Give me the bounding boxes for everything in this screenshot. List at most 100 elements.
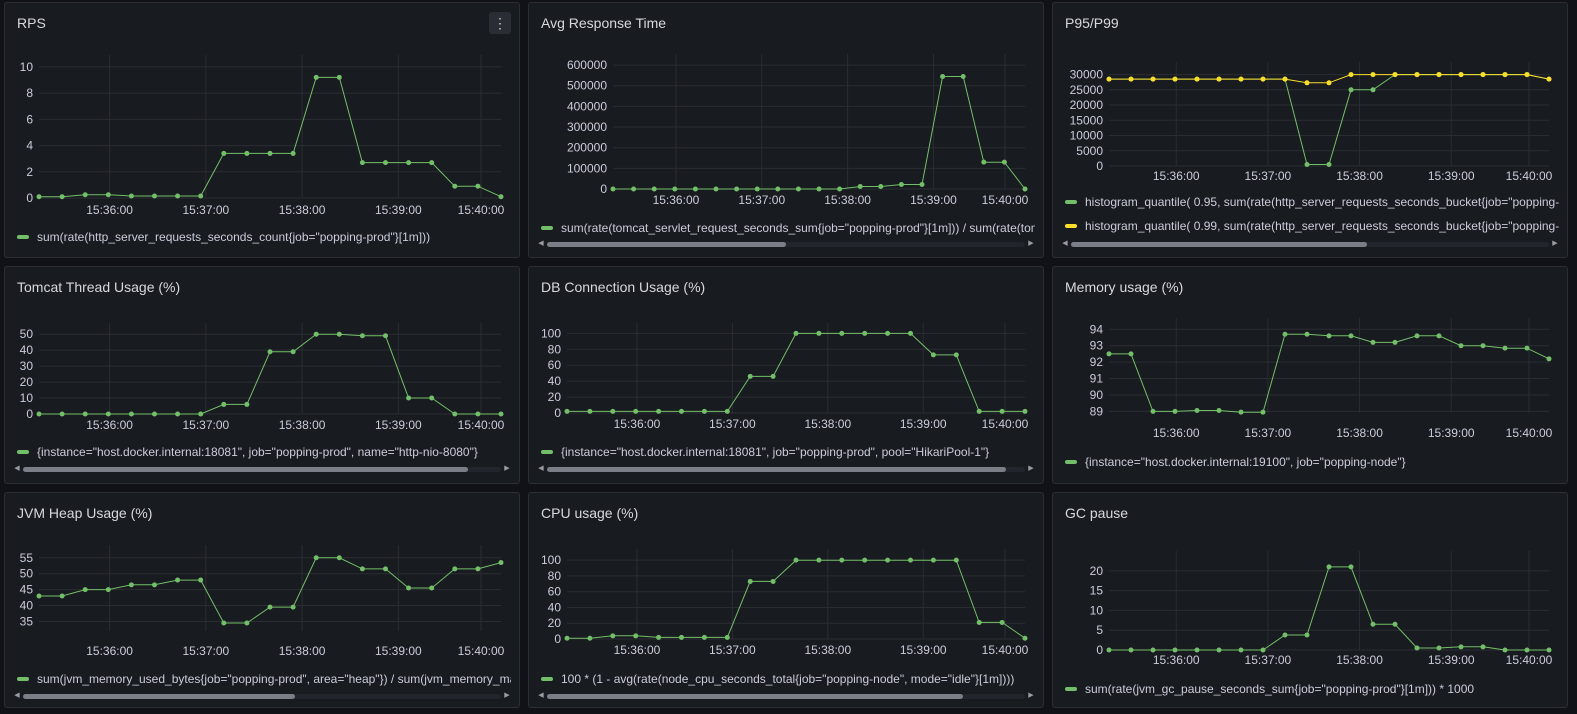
y-tick-label: 60 (548, 585, 562, 599)
legend-item[interactable]: sum(rate(http_server_requests_seconds_co… (17, 229, 511, 245)
y-tick-label: 5 (1096, 623, 1103, 637)
data-point (498, 194, 504, 200)
data-point (152, 582, 157, 588)
scrollbar-track[interactable] (547, 694, 1025, 699)
legend-item[interactable]: {instance="host.docker.internal:19100", … (1065, 454, 1559, 470)
legend-item[interactable]: {instance="host.docker.internal:18081", … (541, 444, 1035, 460)
x-tick-label: 15:38:00 (1336, 426, 1383, 440)
panel-rps: RPS ⋮ 0 2 4 6 8 10 15:36:00 15:37:00 15:38:00 15:… (4, 2, 520, 258)
data-point (1370, 72, 1376, 78)
legend-label: sum(jvm_memory_used_bytes{job="popping-p… (37, 672, 511, 686)
scroll-left-icon[interactable]: ◀ (538, 240, 544, 247)
data-point (1194, 76, 1200, 82)
legend-scrollbar[interactable]: ◀ ▶ (537, 465, 1035, 473)
x-tick-label: 15:38:00 (1336, 653, 1383, 667)
scroll-right-icon[interactable]: ▶ (1028, 240, 1034, 247)
legend-scrollbar[interactable]: ◀ ▶ (1061, 240, 1559, 248)
data-point (795, 186, 801, 192)
scroll-left-icon[interactable]: ◀ (1062, 240, 1068, 247)
legend-item[interactable]: sum(rate(jvm_gc_pause_seconds_sum{job="p… (1065, 681, 1559, 697)
legend-scrollbar[interactable]: ◀ ▶ (13, 692, 511, 700)
data-point (313, 555, 319, 561)
x-tick-label: 15:40:00 (458, 418, 505, 432)
scrollbar-track[interactable] (547, 467, 1025, 472)
data-point (564, 408, 570, 414)
scroll-left-icon[interactable]: ◀ (538, 692, 544, 699)
x-tick-label: 15:39:00 (900, 417, 947, 431)
legend-item[interactable]: sum(rate(tomcat_servlet_request_seconds_… (541, 220, 1035, 236)
data-point (1216, 76, 1222, 82)
data-point (1238, 647, 1244, 653)
data-point (701, 408, 707, 414)
data-point (724, 634, 730, 640)
data-point (244, 150, 250, 156)
data-point (1260, 409, 1266, 415)
legend-swatch-icon (1065, 199, 1077, 204)
panel-cpu-usage: CPU usage (%) 0 20 40 60 80 100 15:36:00 15:37:… (528, 492, 1044, 708)
panel-menu-button[interactable]: ⋮ (489, 12, 511, 34)
data-point (429, 160, 435, 166)
legend-item[interactable]: histogram_quantile( 0.95, sum(rate(http_… (1065, 194, 1559, 210)
y-tick-label: 4 (26, 139, 33, 153)
data-point (672, 186, 678, 192)
legend-item[interactable]: histogram_quantile( 0.99, sum(rate(http_… (1065, 218, 1559, 234)
scrollbar-thumb[interactable] (547, 694, 963, 699)
data-point (128, 411, 134, 417)
scroll-right-icon[interactable]: ▶ (504, 692, 510, 699)
legend-item[interactable]: 100 * (1 - avg(rate(node_cpu_seconds_tot… (541, 671, 1035, 687)
legend-item[interactable]: {instance="host.docker.internal:18081", … (17, 444, 511, 460)
data-point (656, 634, 662, 640)
y-tick-label: 50 (20, 567, 34, 581)
data-point (36, 411, 42, 417)
y-tick-label: 6 (26, 112, 33, 126)
scrollbar-thumb[interactable] (547, 242, 786, 247)
scroll-left-icon[interactable]: ◀ (538, 465, 544, 472)
data-point (267, 150, 273, 156)
legend-scrollbar[interactable]: ◀ ▶ (537, 240, 1035, 248)
y-tick-label: 100 (541, 326, 561, 340)
y-tick-label: 15 (1090, 584, 1104, 598)
data-point (267, 349, 273, 355)
data-point (976, 619, 982, 625)
scroll-left-icon[interactable]: ◀ (14, 465, 20, 472)
data-point (1260, 647, 1266, 653)
data-point (198, 193, 204, 199)
legend-item[interactable]: sum(jvm_memory_used_bytes{job="popping-p… (17, 671, 511, 687)
x-tick-label: 15:39:00 (1428, 426, 1475, 440)
data-point (1238, 409, 1244, 415)
y-tick-label: 100000 (567, 161, 607, 175)
scrollbar-track[interactable] (23, 467, 501, 472)
scrollbar-thumb[interactable] (23, 467, 468, 472)
y-tick-label: 600000 (567, 58, 607, 72)
y-tick-label: 0 (1096, 643, 1103, 657)
scroll-right-icon[interactable]: ▶ (1028, 465, 1034, 472)
scroll-left-icon[interactable]: ◀ (14, 692, 20, 699)
data-point (908, 330, 913, 336)
data-point (198, 411, 204, 417)
data-point (1022, 408, 1028, 414)
data-point (793, 557, 799, 563)
legend-scrollbar[interactable]: ◀ ▶ (537, 692, 1035, 700)
data-point (1414, 333, 1420, 339)
legend-scrollbar[interactable]: ◀ ▶ (13, 465, 511, 473)
data-point (878, 184, 884, 190)
scroll-right-icon[interactable]: ▶ (1552, 240, 1558, 247)
data-point (221, 620, 227, 626)
data-point (1150, 408, 1156, 414)
series-line (613, 76, 1026, 190)
scrollbar-track[interactable] (23, 694, 501, 699)
scrollbar-track[interactable] (1071, 242, 1549, 247)
data-point (1172, 408, 1178, 414)
scrollbar-track[interactable] (547, 242, 1025, 247)
data-point (198, 577, 204, 583)
legend-label: {instance="host.docker.internal:18081", … (37, 445, 478, 459)
scroll-right-icon[interactable]: ▶ (1028, 692, 1034, 699)
scrollbar-thumb[interactable] (547, 467, 1006, 472)
data-point (1458, 644, 1464, 650)
scrollbar-thumb[interactable] (23, 694, 296, 699)
data-point (610, 633, 616, 639)
scroll-right-icon[interactable]: ▶ (504, 465, 510, 472)
scrollbar-thumb[interactable] (1071, 242, 1368, 247)
x-tick-label: 15:39:00 (1428, 169, 1475, 183)
